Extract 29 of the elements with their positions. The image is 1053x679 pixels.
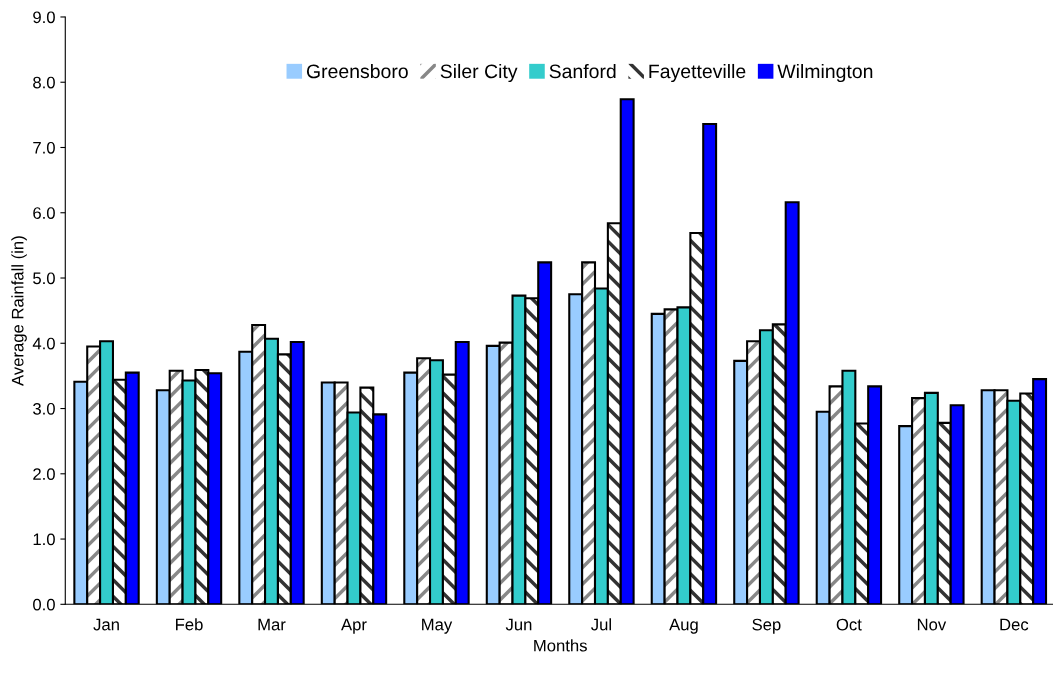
y-tick-label: 0.0 (33, 598, 55, 611)
x-tick-label: Nov (917, 618, 947, 631)
y-tick-label: 8.0 (33, 76, 55, 89)
legend-label: Siler City (440, 63, 518, 83)
y-tick-label: 2.0 (33, 468, 55, 480)
y-tick-label: 3.0 (33, 402, 55, 415)
x-tick-label: May (422, 618, 453, 634)
x-tick-label: Oct (836, 618, 862, 631)
y-tick-label: 4.0 (32, 337, 55, 350)
legend-label: Fayetteville (649, 63, 746, 83)
x-tick-label: Feb (176, 618, 203, 631)
y-tick-label: 9.0 (33, 11, 55, 24)
legend-label: Wilmington (777, 63, 873, 83)
x-tick-label: Mar (258, 618, 286, 631)
x-tick-label: Aug (669, 618, 698, 634)
x-axis-title: Months (534, 639, 587, 652)
x-tick-label: Jan (93, 618, 119, 631)
x-tick-label: Apr (341, 618, 367, 634)
y-tick-label: 1.0 (33, 533, 55, 546)
y-axis-title: Average Rainfall (in) (11, 236, 27, 386)
y-tick-label: 7.0 (33, 141, 55, 154)
y-tick-label: 6.0 (33, 207, 55, 219)
legend-label: Greensboro (306, 63, 408, 79)
x-tick-label: Dec (1000, 618, 1029, 631)
y-tick-label: 5.0 (33, 272, 55, 285)
legend-label: Sanford (549, 63, 616, 79)
x-tick-label: Jul (591, 618, 611, 631)
x-tick-label: Jun (505, 618, 532, 631)
x-tick-label: Sep (752, 618, 781, 634)
